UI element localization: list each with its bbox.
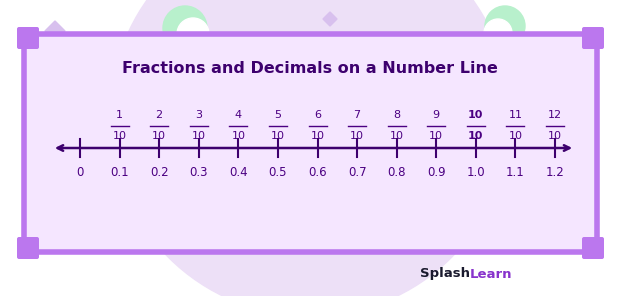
Text: 2: 2 xyxy=(156,110,162,120)
Text: 0.3: 0.3 xyxy=(190,166,208,179)
Text: 10: 10 xyxy=(508,131,523,141)
FancyBboxPatch shape xyxy=(17,27,39,49)
Text: 10: 10 xyxy=(311,131,324,141)
Text: 0.4: 0.4 xyxy=(229,166,247,179)
Text: 7: 7 xyxy=(353,110,361,120)
Text: Learn: Learn xyxy=(470,268,513,281)
Text: 10: 10 xyxy=(548,131,562,141)
Text: 10: 10 xyxy=(152,131,166,141)
Text: 10: 10 xyxy=(350,131,364,141)
Text: 0.5: 0.5 xyxy=(268,166,287,179)
Text: 10: 10 xyxy=(468,131,484,141)
Text: 0.9: 0.9 xyxy=(427,166,446,179)
Text: 0.6: 0.6 xyxy=(308,166,327,179)
Circle shape xyxy=(485,6,525,46)
Text: 11: 11 xyxy=(508,110,523,120)
Circle shape xyxy=(177,18,209,50)
Polygon shape xyxy=(45,21,65,41)
FancyBboxPatch shape xyxy=(17,237,39,259)
Polygon shape xyxy=(323,12,337,26)
Text: 0.1: 0.1 xyxy=(110,166,129,179)
Text: 0.7: 0.7 xyxy=(348,166,366,179)
Text: 10: 10 xyxy=(113,131,126,141)
Circle shape xyxy=(110,0,510,296)
Text: 1.2: 1.2 xyxy=(546,166,564,179)
Text: Splash: Splash xyxy=(420,268,470,281)
Text: 1.1: 1.1 xyxy=(506,166,525,179)
Text: 5: 5 xyxy=(275,110,281,120)
Text: 10: 10 xyxy=(271,131,285,141)
Text: 0: 0 xyxy=(76,166,84,179)
Text: 10: 10 xyxy=(192,131,206,141)
Text: 10: 10 xyxy=(389,131,404,141)
Text: 12: 12 xyxy=(548,110,562,120)
Circle shape xyxy=(163,6,207,50)
Text: 3: 3 xyxy=(195,110,202,120)
Text: Fractions and Decimals on a Number Line: Fractions and Decimals on a Number Line xyxy=(122,60,498,75)
Text: 8: 8 xyxy=(393,110,401,120)
Text: 0.8: 0.8 xyxy=(388,166,406,179)
Circle shape xyxy=(484,19,512,47)
Text: 9: 9 xyxy=(433,110,440,120)
Text: 4: 4 xyxy=(235,110,242,120)
Text: 0.2: 0.2 xyxy=(150,166,169,179)
FancyBboxPatch shape xyxy=(582,27,604,49)
Text: 10: 10 xyxy=(429,131,443,141)
Text: 6: 6 xyxy=(314,110,321,120)
FancyBboxPatch shape xyxy=(24,34,597,252)
FancyBboxPatch shape xyxy=(582,237,604,259)
Text: 1.0: 1.0 xyxy=(466,166,485,179)
Text: 1: 1 xyxy=(116,110,123,120)
Text: 10: 10 xyxy=(231,131,246,141)
Text: 10: 10 xyxy=(468,110,484,120)
